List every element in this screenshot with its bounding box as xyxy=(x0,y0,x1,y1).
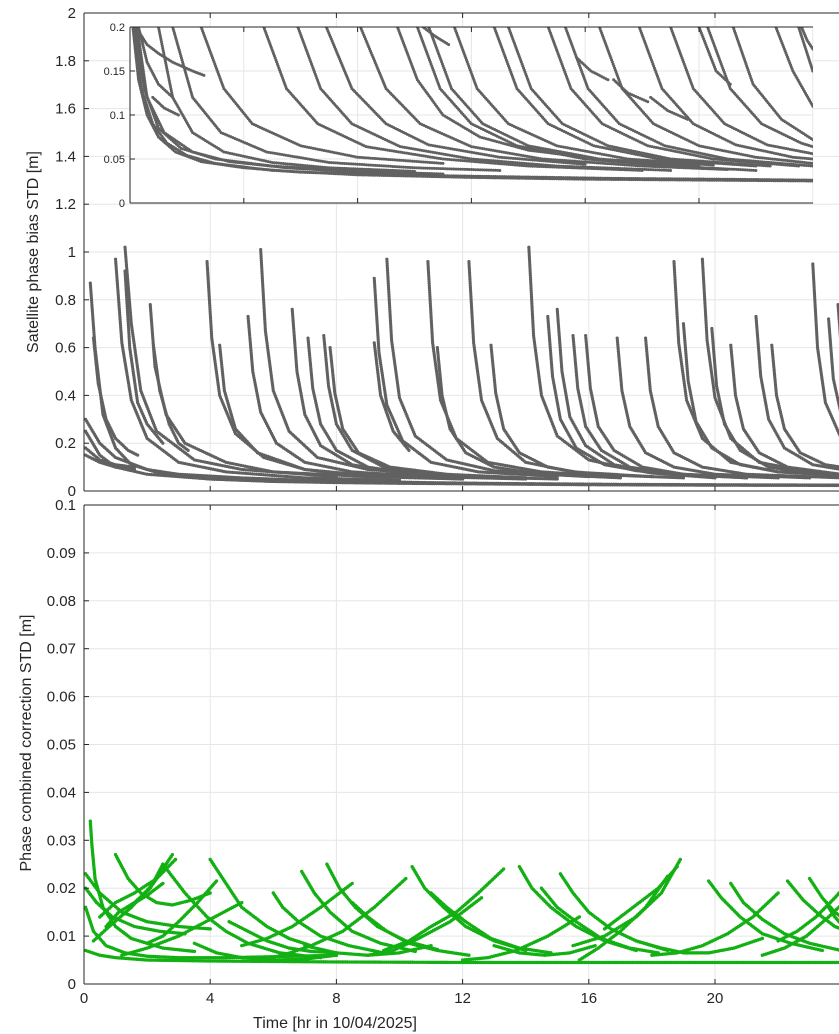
data-point xyxy=(555,477,559,481)
data-series xyxy=(91,336,140,457)
series-group xyxy=(84,245,839,488)
data-point xyxy=(136,453,140,457)
data-series xyxy=(113,257,402,482)
data-series xyxy=(123,269,165,445)
data-point xyxy=(397,478,402,482)
data-series xyxy=(84,453,137,472)
data-series xyxy=(372,276,559,479)
data-series xyxy=(151,343,190,452)
data-series xyxy=(328,346,528,480)
data-point xyxy=(407,448,411,452)
data-point xyxy=(161,441,165,445)
data-point xyxy=(186,448,190,452)
top-points xyxy=(84,245,839,488)
data-point xyxy=(132,467,137,472)
data-point xyxy=(366,481,370,485)
data-point xyxy=(524,476,528,480)
